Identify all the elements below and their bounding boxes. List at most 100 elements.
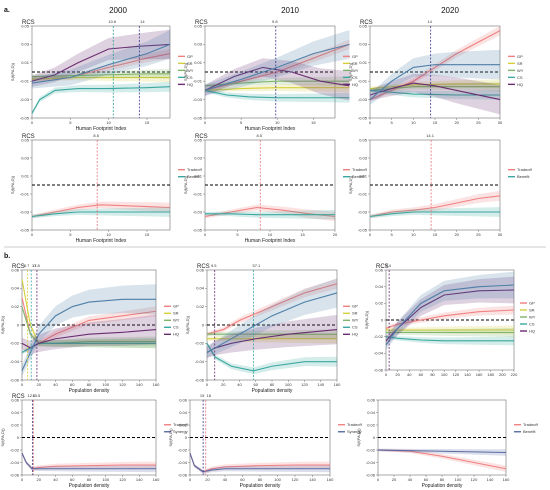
x-tick-label: 20: [37, 477, 42, 482]
threshold-label: 14: [427, 19, 432, 24]
y-tick-label: -0.04: [10, 359, 20, 364]
x-tick-label: 140: [309, 477, 316, 482]
x-tick-label: 60: [254, 382, 259, 387]
section-label-a: a.: [4, 7, 10, 14]
legend-label: Benefit: [187, 174, 200, 179]
x-tick-label: 0: [204, 120, 207, 125]
x-tick-label: 40: [408, 477, 413, 482]
chart-panel-a5: RCS0.050.030.01-0.01-0.03-0.05S(f(PA,D))…: [183, 133, 368, 244]
series-line: [204, 80, 350, 87]
legend-label: HQ: [352, 82, 358, 87]
x-tick-label: 0: [31, 232, 34, 237]
legend-label: HQ: [187, 82, 193, 87]
x-tick-label: 140: [136, 477, 143, 482]
y-axis-label: S(f(PA,D)): [348, 175, 353, 194]
y-tick-label: 0.03: [21, 155, 30, 160]
x-axis-label: Population density: [69, 388, 110, 394]
x-tick-label: 5: [391, 232, 394, 237]
x-axis-label: Human Footprint Index: [76, 238, 127, 244]
series-line: [369, 64, 500, 101]
y-tick-label: -0.01: [358, 79, 368, 84]
series-line: [21, 298, 156, 372]
x-tick-label: 80: [440, 477, 445, 482]
confidence-band: [22, 304, 156, 347]
legend-label: CS: [352, 75, 358, 80]
panels-group: RCS 0.05 0.03 0.01 -0.01 -0.03 -0.05 S(f(PA,D))…: [0, 19, 539, 489]
section-label-b: b.: [4, 253, 10, 260]
series-line: [369, 195, 501, 218]
y-tick-label: -0.05: [358, 227, 368, 232]
x-tick-label: 80: [258, 477, 263, 482]
series-line: [21, 452, 156, 470]
x-tick-label: 140: [487, 477, 494, 482]
x-tick-label: 0: [369, 120, 372, 125]
panel-title: RCS: [12, 394, 25, 400]
threshold-label: 6.7: [24, 263, 30, 268]
x-tick-label: 15: [300, 232, 305, 237]
y-tick-label: 0.05: [21, 137, 30, 142]
legend-label: Tradeoff: [352, 167, 368, 172]
x-tick-label: 160: [334, 382, 341, 387]
series-line: [31, 76, 170, 80]
confidence-band: [22, 451, 156, 473]
y-tick-label: -0.01: [193, 79, 203, 84]
confidence-band: [22, 314, 156, 355]
confidence-band: [32, 48, 170, 82]
y-tick-label: 0.06: [375, 267, 384, 272]
threshold-label: 9.8: [272, 19, 278, 24]
y-tick-label: -0.05: [193, 115, 203, 120]
threshold-label: 17.8: [32, 263, 41, 268]
series-line: [385, 336, 514, 342]
series-line: [206, 292, 338, 353]
series-line: [189, 452, 330, 473]
x-axis-label: Human Footprint Index: [76, 126, 127, 132]
x-tick-label: 20: [392, 477, 397, 482]
x-tick-label: 60: [240, 477, 245, 482]
series-line: [31, 86, 171, 114]
x-tick-label: 100: [102, 382, 109, 387]
y-tick-label: 0.06: [11, 397, 20, 402]
series-line: [369, 30, 501, 101]
y-tick-label: 0.06: [179, 397, 188, 402]
legend-label: SR: [352, 61, 358, 66]
y-tick-label: -0.03: [358, 97, 368, 102]
threshold-label: 14.1: [426, 133, 435, 138]
confidence-band: [22, 338, 156, 355]
y-tick-label: 0.02: [11, 304, 20, 309]
y-axis-label: S(f(PA,D)): [364, 310, 369, 329]
x-tick-label: 0: [377, 477, 380, 482]
x-tick-label: 25: [476, 232, 481, 237]
y-axis-label: S(f(PA,D)): [10, 175, 15, 194]
confidence-band: [32, 30, 170, 89]
x-tick-label: 120: [292, 477, 299, 482]
column-title-2000: 2000: [109, 6, 127, 15]
legend-label: WY: [352, 68, 359, 73]
y-tick-label: -0.04: [10, 460, 20, 465]
legend-label: Tradeoff: [523, 422, 539, 427]
y-tick-label: 0.01: [359, 60, 368, 65]
y-tick-label: -0.06: [10, 472, 20, 477]
x-tick-label: 15: [433, 120, 438, 125]
x-tick-label: 5: [69, 232, 72, 237]
x-tick-label: 10: [411, 120, 416, 125]
x-tick-label: 80: [430, 372, 435, 377]
x-tick-label: 10: [106, 120, 111, 125]
x-tick-label: 220: [511, 372, 518, 377]
legend-label: HQ: [352, 332, 358, 337]
y-tick-label: 0: [17, 322, 20, 327]
chart-panel-b5: 0.06 0.04 0.02 0 -0.02 -0.04 -0.06 S(f(PA,D)) 0 2…: [168, 393, 363, 489]
confidence-band: [205, 204, 335, 222]
y-tick-label: -0.02: [178, 447, 188, 452]
y-tick-label: 0.01: [194, 60, 203, 65]
panel-title: RCS: [360, 20, 373, 26]
y-axis-label: S(f(PA,D)): [183, 62, 188, 81]
x-tick-label: 0: [21, 382, 24, 387]
x-tick-label: 20: [205, 477, 210, 482]
x-tick-label: 0: [204, 232, 207, 237]
series-line: [385, 309, 515, 329]
y-tick-label: -0.03: [193, 209, 203, 214]
x-tick-label: 60: [70, 382, 75, 387]
